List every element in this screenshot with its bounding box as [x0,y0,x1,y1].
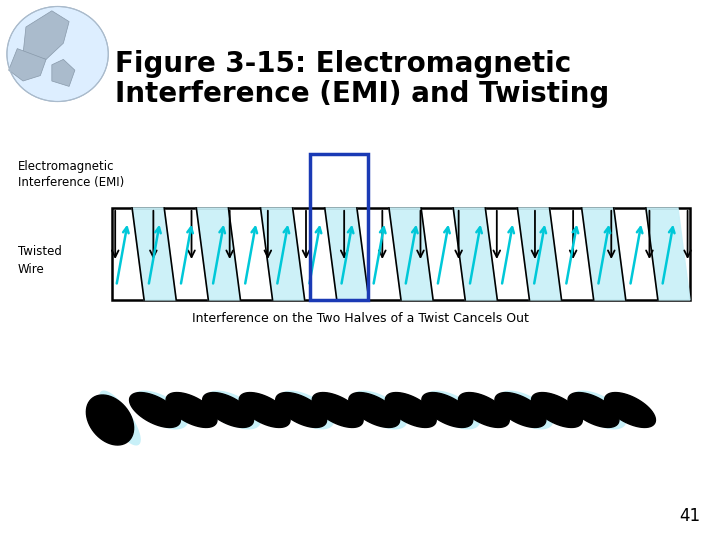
Text: Interference on the Two Halves of a Twist Cancels Out: Interference on the Two Halves of a Twis… [192,312,528,325]
Polygon shape [197,208,240,300]
Polygon shape [206,392,261,429]
Polygon shape [312,393,363,428]
Polygon shape [261,208,305,300]
Polygon shape [239,393,290,428]
Polygon shape [9,49,46,81]
Polygon shape [130,393,181,428]
Polygon shape [132,208,176,300]
Text: Twisted
Wire: Twisted Wire [18,245,62,276]
Polygon shape [518,208,562,300]
Polygon shape [52,59,75,86]
Polygon shape [453,208,498,300]
Text: Electromagnetic
Interference (EMI): Electromagnetic Interference (EMI) [18,160,125,189]
Polygon shape [422,393,473,428]
Polygon shape [100,391,140,445]
Text: Interference (EMI) and Twisting: Interference (EMI) and Twisting [115,80,609,108]
Polygon shape [132,392,187,429]
Polygon shape [389,208,433,300]
Polygon shape [495,393,546,428]
Polygon shape [531,393,582,428]
Bar [112,208,690,300]
Polygon shape [276,393,327,428]
Polygon shape [459,393,509,428]
Polygon shape [571,392,626,429]
Polygon shape [348,393,400,428]
Polygon shape [166,393,217,428]
Polygon shape [202,393,253,428]
Polygon shape [646,208,690,300]
Text: Figure 3-15: Electromagnetic: Figure 3-15: Electromagnetic [115,50,571,78]
Polygon shape [325,208,369,300]
Polygon shape [86,395,134,445]
Polygon shape [279,392,333,429]
Circle shape [7,6,108,102]
Polygon shape [425,392,480,429]
Polygon shape [582,208,626,300]
Polygon shape [23,11,69,59]
Polygon shape [605,393,655,428]
Polygon shape [385,393,436,428]
Bar [310,154,368,300]
Text: 41: 41 [679,507,700,525]
Polygon shape [498,392,553,429]
Polygon shape [568,393,619,428]
Polygon shape [352,392,407,429]
